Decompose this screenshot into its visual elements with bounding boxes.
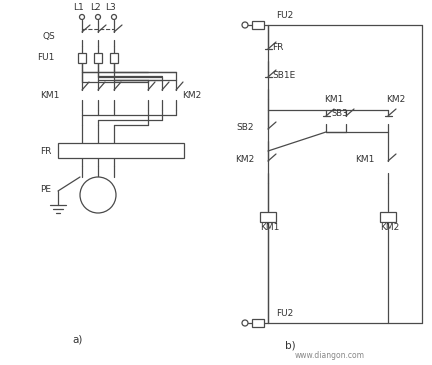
Text: L2: L2 bbox=[90, 4, 100, 12]
Text: SB1E: SB1E bbox=[272, 70, 295, 80]
Circle shape bbox=[80, 177, 116, 213]
Text: KM1: KM1 bbox=[40, 91, 59, 100]
Bar bbox=[380, 212, 396, 222]
Text: b): b) bbox=[285, 340, 295, 350]
Text: PE: PE bbox=[40, 185, 51, 195]
Text: L1: L1 bbox=[73, 4, 84, 12]
Text: KM2: KM2 bbox=[380, 223, 399, 233]
Text: FR: FR bbox=[40, 146, 51, 155]
Bar bbox=[110, 53, 118, 63]
Text: KM1: KM1 bbox=[355, 154, 374, 164]
Text: KM2: KM2 bbox=[386, 96, 405, 104]
Text: www.diangon.com: www.diangon.com bbox=[295, 350, 365, 360]
Bar bbox=[94, 53, 102, 63]
Text: a): a) bbox=[73, 335, 83, 345]
Bar bbox=[252, 21, 264, 29]
Text: 3~: 3~ bbox=[92, 196, 105, 204]
Text: KM1: KM1 bbox=[324, 96, 343, 104]
Text: FR: FR bbox=[272, 42, 283, 51]
Text: KM2: KM2 bbox=[235, 154, 254, 164]
Text: KM1: KM1 bbox=[260, 223, 280, 233]
Bar bbox=[58, 143, 184, 158]
Bar bbox=[78, 53, 86, 63]
Bar bbox=[260, 212, 276, 222]
Text: SB2: SB2 bbox=[236, 123, 254, 131]
Text: FU2: FU2 bbox=[276, 11, 293, 19]
Text: KM2: KM2 bbox=[182, 91, 201, 100]
Bar bbox=[252, 319, 264, 327]
Text: QS: QS bbox=[42, 31, 55, 41]
Text: FU1: FU1 bbox=[38, 54, 55, 62]
Text: FU2: FU2 bbox=[276, 308, 293, 318]
Text: L3: L3 bbox=[106, 4, 116, 12]
Text: SB3: SB3 bbox=[332, 110, 349, 119]
Text: M: M bbox=[93, 186, 103, 196]
